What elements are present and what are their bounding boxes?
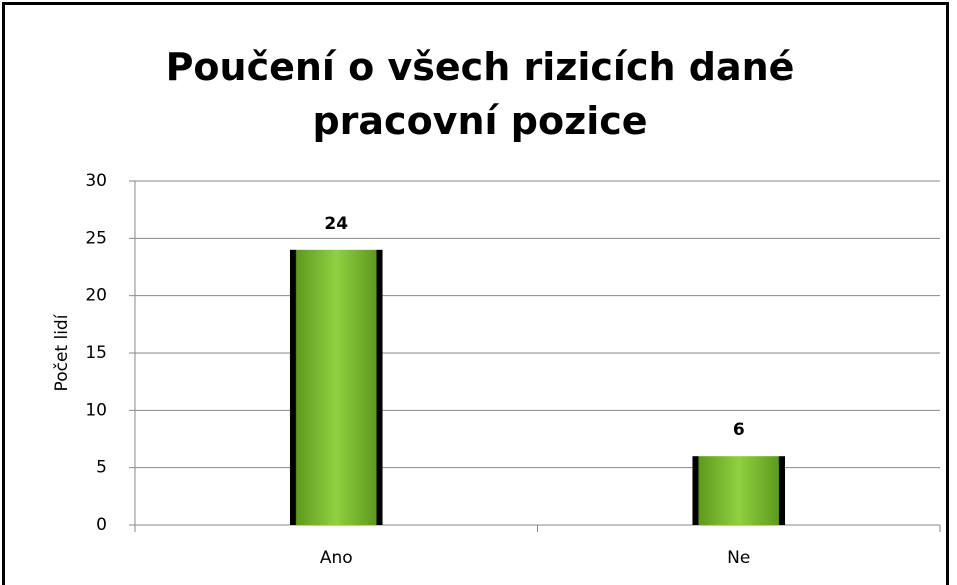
- chart-title: Poučení o všech rizicích dané pracovní p…: [165, 45, 795, 143]
- y-tick-label: 10: [85, 400, 107, 420]
- y-tick-label: 5: [96, 458, 107, 478]
- y-axis-label: Počet lidí: [52, 313, 72, 391]
- y-tick-label: 20: [85, 286, 107, 306]
- x-tick-label: Ne: [727, 548, 750, 568]
- y-tick-label: 0: [96, 515, 107, 535]
- bar: [289, 249, 383, 526]
- data-label: 24: [324, 214, 348, 234]
- y-tick-label: 30: [85, 171, 107, 191]
- data-label: 6: [733, 420, 745, 440]
- x-tick-label: Ano: [320, 548, 353, 568]
- y-tick-label: 25: [85, 228, 107, 248]
- bar: [692, 456, 786, 525]
- y-tick-label: 15: [85, 343, 107, 363]
